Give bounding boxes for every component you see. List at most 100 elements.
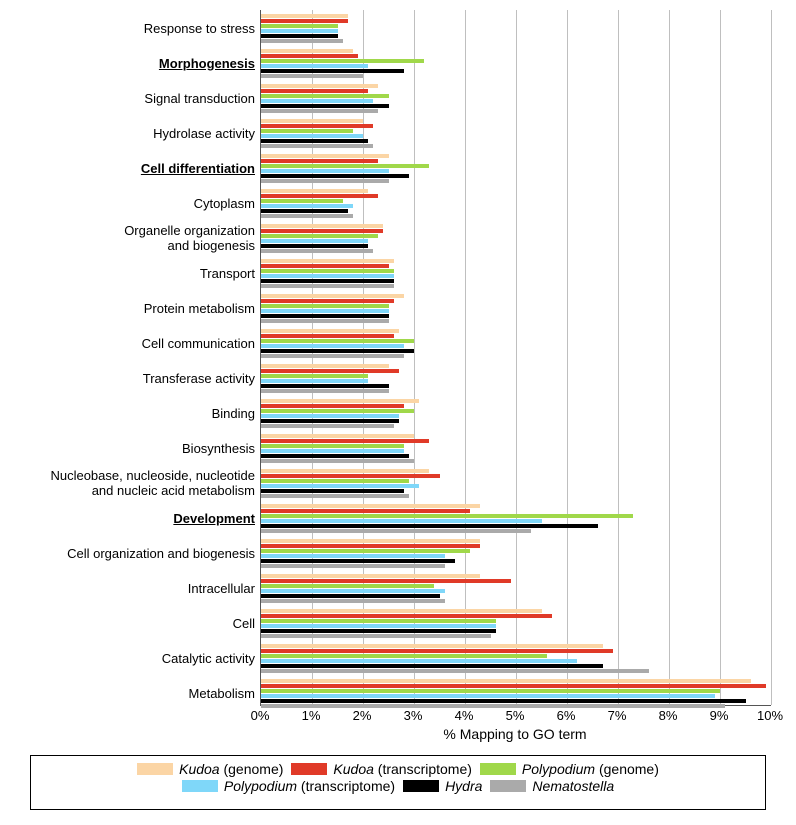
bar <box>261 49 353 53</box>
bar <box>261 694 715 698</box>
bar <box>261 194 378 198</box>
bar <box>261 274 394 278</box>
bar <box>261 144 373 148</box>
bar <box>261 209 348 213</box>
bar <box>261 119 363 123</box>
bar <box>261 584 434 588</box>
bar <box>261 14 348 18</box>
bar <box>261 59 424 63</box>
bar <box>261 104 389 108</box>
bar <box>261 264 389 268</box>
bar <box>261 619 496 623</box>
legend-item: Polypodium (genome) <box>480 761 659 777</box>
bar <box>261 629 496 633</box>
bar <box>261 284 394 288</box>
bar <box>261 94 389 98</box>
bar <box>261 599 445 603</box>
bar <box>261 704 725 708</box>
category-label: Hydrolase activity <box>0 127 255 142</box>
bar <box>261 414 399 418</box>
bar <box>261 444 404 448</box>
bar <box>261 269 394 273</box>
legend-text: Nematostella <box>532 778 614 794</box>
bar <box>261 594 440 598</box>
bar <box>261 214 353 218</box>
category-label: Protein metabolism <box>0 302 255 317</box>
bar <box>261 229 383 233</box>
bar <box>261 439 429 443</box>
bar <box>261 489 404 493</box>
category-label: Binding <box>0 407 255 422</box>
bar <box>261 374 368 378</box>
bar <box>261 389 389 393</box>
legend-row: Kudoa (genome) Kudoa (transcriptome) Polyp… <box>41 761 755 777</box>
bar <box>261 434 414 438</box>
bar <box>261 669 649 673</box>
legend-text: Kudoa (genome) <box>179 761 283 777</box>
legend-swatch <box>490 780 526 792</box>
bar <box>261 344 404 348</box>
bar <box>261 654 547 658</box>
category-label: Cell communication <box>0 337 255 352</box>
category-label: Cell <box>0 617 255 632</box>
bar <box>261 244 368 248</box>
y-axis-labels: Response to stressMorphogenesisSignal tr… <box>0 10 255 705</box>
legend-swatch <box>403 780 439 792</box>
bar <box>261 54 358 58</box>
bar <box>261 64 368 68</box>
category-label: Cell differentiation <box>0 162 255 177</box>
bar <box>261 469 429 473</box>
legend-text: Polypodium (transcriptome) <box>224 778 395 794</box>
bar <box>261 249 373 253</box>
bar <box>261 24 338 28</box>
x-tick-label: 2% <box>353 708 372 723</box>
legend-box: Kudoa (genome)Kudoa (transcriptome)Polyp… <box>30 755 766 810</box>
bar <box>261 554 445 558</box>
gridline <box>465 10 466 705</box>
bar <box>261 679 751 683</box>
bar <box>261 259 394 263</box>
bar <box>261 539 480 543</box>
category-label: Response to stress <box>0 22 255 37</box>
bar <box>261 514 633 518</box>
figure-container: { "chart": { "type": "bar", "x_axis_labe… <box>0 0 796 825</box>
plot-area <box>260 10 771 706</box>
bar <box>261 684 766 688</box>
bar <box>261 319 389 323</box>
category-label: Development <box>0 512 255 527</box>
legend-item: Kudoa (transcriptome) <box>291 761 472 777</box>
bar <box>261 84 378 88</box>
bar <box>261 199 343 203</box>
bar <box>261 174 409 178</box>
bar <box>261 154 389 158</box>
bar <box>261 404 404 408</box>
legend-text: Hydra <box>445 778 482 794</box>
gridline <box>720 10 721 705</box>
gridline <box>771 10 772 705</box>
bar <box>261 574 480 578</box>
bar <box>261 169 389 173</box>
bar <box>261 664 603 668</box>
bar <box>261 379 368 383</box>
bar <box>261 549 470 553</box>
bar <box>261 134 363 138</box>
bar <box>261 494 409 498</box>
gridline <box>516 10 517 705</box>
bar <box>261 409 414 413</box>
bar <box>261 99 373 103</box>
bar <box>261 179 389 183</box>
bar <box>261 399 419 403</box>
category-label: Catalytic activity <box>0 652 255 667</box>
x-tick-label: 4% <box>455 708 474 723</box>
category-label: Nucleobase, nucleoside, nucleotideand nu… <box>0 469 255 499</box>
bar <box>261 189 368 193</box>
category-label: Intracellular <box>0 582 255 597</box>
bar <box>261 364 389 368</box>
bar <box>261 634 491 638</box>
bar <box>261 159 378 163</box>
legend-swatch <box>480 763 516 775</box>
bar <box>261 89 368 93</box>
bar <box>261 564 445 568</box>
bar <box>261 164 429 168</box>
x-tick-label: 8% <box>659 708 678 723</box>
